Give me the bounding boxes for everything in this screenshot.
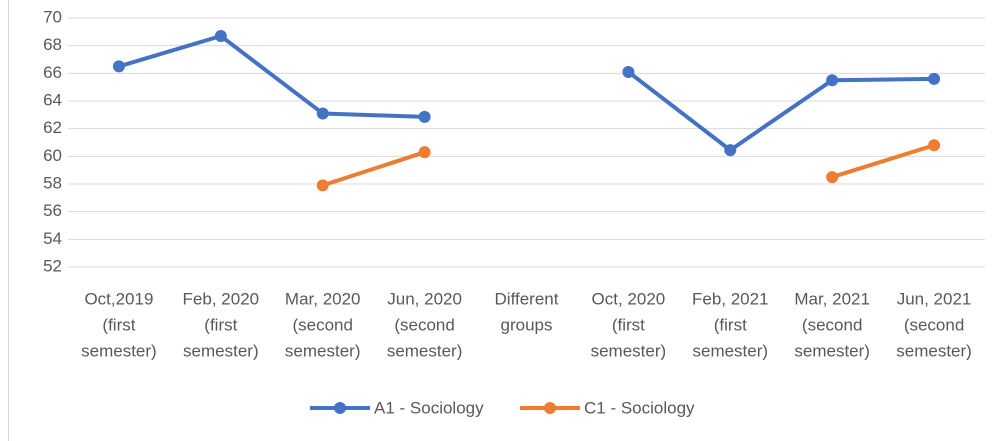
x-tick-label: Mar, 2020 [285,289,361,308]
legend-marker [544,402,556,414]
point [418,110,431,123]
x-tick-label: Mar, 2021 [794,289,870,308]
x-tick-label: Feb, 2020 [183,289,260,308]
x-tick-label: semester) [183,341,259,360]
x-tick-label: semester) [387,341,463,360]
point [826,171,839,184]
y-tick-label: 54 [43,229,62,248]
x-tick-label: semester) [896,341,972,360]
x-tick-label: Different [495,289,559,308]
point [622,65,635,78]
point [112,60,125,73]
x-tick-label: groups [501,315,553,334]
x-tick-label: Oct, 2020 [592,289,666,308]
point [316,107,329,120]
x-tick-label: semester) [285,341,361,360]
y-tick-label: 70 [43,7,62,26]
x-tick-label: (second [802,315,862,334]
series-line [322,143,935,188]
x-tick-label: Oct,2019 [84,289,153,308]
y-tick-label: 60 [43,146,62,165]
legend-marker [334,402,346,414]
point [214,29,227,42]
series-line [118,33,935,153]
x-tick-label: (first [612,315,645,334]
y-tick-label: 52 [43,256,62,275]
x-tick-label: (first [204,315,237,334]
x-tick-label: Jun, 2021 [897,289,972,308]
x-tick-label: semester) [692,341,768,360]
point [826,74,839,87]
point [928,139,941,152]
y-tick-label: 66 [43,63,62,82]
legend-label: C1 - Sociology [584,398,695,417]
x-tick-label: (second [292,315,352,334]
point [724,144,737,157]
y-tick-label: 64 [43,90,62,109]
x-tick-label: Feb, 2021 [692,289,769,308]
point [928,72,941,85]
x-tick-label: semester) [81,341,157,360]
x-tick-label: (second [394,315,454,334]
x-tick-label: semester) [794,341,870,360]
x-tick-label: semester) [591,341,667,360]
x-tick-label: (second [904,315,964,334]
y-tick-label: 68 [43,35,62,54]
y-tick-label: 56 [43,201,62,220]
y-tick-label: 58 [43,173,62,192]
point [316,179,329,192]
chart-frame [8,0,9,441]
legend-label: A1 - Sociology [374,398,484,417]
point [418,146,431,159]
x-tick-label: (first [102,315,135,334]
x-tick-label: (first [714,315,747,334]
x-tick-label: Jun, 2020 [387,289,462,308]
y-tick-label: 62 [43,118,62,137]
